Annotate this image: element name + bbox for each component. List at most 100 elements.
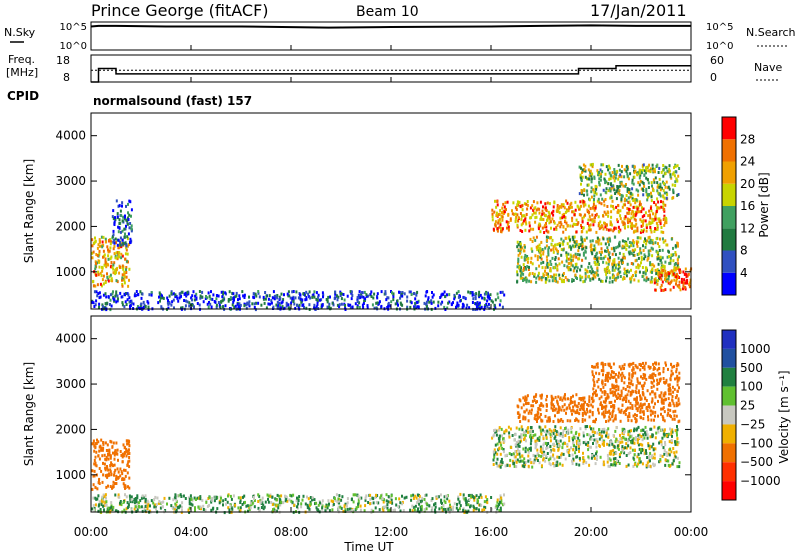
data-cell [663, 209, 666, 213]
data-cell [577, 419, 580, 423]
data-cell [362, 295, 365, 299]
data-cell [160, 501, 163, 505]
data-cell [300, 505, 303, 509]
data-cell [155, 507, 157, 511]
data-cell [511, 212, 514, 216]
data-cell [539, 445, 542, 449]
data-cell [109, 265, 112, 269]
data-cell [258, 508, 261, 512]
data-cell [686, 281, 688, 285]
data-cell [302, 494, 305, 498]
data-cell [646, 239, 648, 243]
data-cell [596, 454, 599, 458]
data-cell [532, 404, 535, 408]
data-cell [501, 305, 504, 309]
data-cell [494, 428, 497, 432]
data-cell [403, 496, 406, 500]
data-cell [634, 210, 637, 214]
data-cell [605, 250, 608, 253]
data-cell [546, 452, 549, 455]
freq-right-tick-bottom: 0 [710, 71, 717, 84]
data-cell [536, 416, 539, 420]
data-cell [674, 170, 677, 174]
data-cell [657, 191, 660, 195]
data-cell [619, 270, 622, 274]
data-cell [536, 459, 539, 462]
data-cell [538, 435, 541, 439]
data-cell [600, 163, 603, 167]
data-cell [615, 173, 618, 177]
data-cell [541, 428, 544, 432]
data-cell [534, 414, 537, 418]
data-cell [523, 258, 526, 262]
data-cell [108, 238, 111, 242]
data-cell [545, 435, 548, 439]
data-cell [560, 203, 563, 207]
data-cell [279, 306, 282, 310]
data-cell [645, 193, 648, 197]
data-cell [650, 276, 653, 280]
data-cell [440, 302, 443, 306]
data-cell [662, 398, 665, 402]
data-cell [145, 502, 148, 506]
data-cell [91, 251, 94, 255]
data-cell [632, 464, 635, 468]
data-cell [344, 502, 347, 506]
data-cell [645, 176, 648, 180]
data-cell [470, 495, 473, 498]
data-cell [614, 253, 617, 257]
data-cell [568, 439, 571, 443]
data-cell [579, 442, 582, 446]
data-cell [551, 407, 554, 411]
data-cell [471, 301, 474, 304]
data-cell [617, 262, 620, 266]
data-cell [670, 280, 672, 284]
data-cell [115, 292, 118, 296]
data-cell [599, 178, 602, 182]
data-cell [606, 460, 609, 464]
data-cell [535, 235, 538, 239]
data-cell [592, 203, 595, 206]
data-cell [675, 279, 678, 283]
data-cell [638, 461, 641, 465]
data-cell [498, 225, 501, 229]
data-cell [495, 461, 498, 465]
data-cell [537, 407, 540, 411]
data-cell [546, 217, 549, 221]
data-cell [544, 269, 546, 273]
data-cell [595, 393, 598, 397]
data-cell [317, 295, 320, 299]
data-cell [602, 405, 604, 409]
data-cell [110, 501, 113, 505]
data-cell [645, 187, 648, 191]
data-cell [617, 191, 620, 195]
data-cell [510, 453, 513, 457]
data-cell [146, 300, 149, 304]
data-cell [633, 198, 636, 202]
data-cell [567, 266, 570, 270]
data-cell [613, 249, 616, 253]
data-cell [591, 405, 594, 409]
data-cell [116, 280, 119, 284]
data-cell [524, 450, 527, 454]
data-cell [111, 265, 114, 269]
data-cell [539, 408, 542, 412]
data-cell [487, 302, 490, 306]
data-cell [564, 434, 567, 437]
data-cell [529, 216, 532, 220]
data-cell [644, 433, 647, 437]
data-cell [639, 410, 642, 414]
data-cell [659, 188, 662, 192]
data-cell [578, 165, 581, 169]
data-cell [647, 214, 650, 218]
data-cell [636, 427, 639, 431]
data-cell [585, 236, 588, 240]
data-cell [97, 481, 100, 485]
data-cell [598, 183, 601, 187]
data-cell [582, 431, 585, 435]
data-cell [602, 460, 605, 464]
data-cell [515, 460, 518, 464]
data-cell [358, 305, 361, 309]
data-cell [135, 500, 138, 504]
data-cell [520, 217, 523, 221]
